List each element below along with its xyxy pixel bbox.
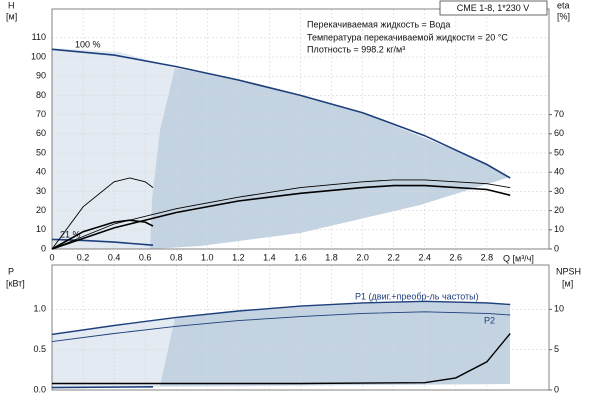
y-tick-label: 70 [36,109,46,119]
curve [51,300,511,336]
x-tick-label: 0.6 [139,252,152,262]
x-tick-label: 2.2 [387,252,400,262]
y-tick-label: 90 [36,71,46,81]
x-tick-label: 1.4 [263,252,276,262]
y-tick-label: 100 [31,51,46,61]
y-tick-label: 60 [36,128,46,138]
x-tick-label: 0.8 [170,252,183,262]
x-tick-label: 0.4 [108,252,121,262]
curve [51,177,154,250]
x-tick-label: 2.0 [356,252,369,262]
y2-tick-label: 70 [554,109,564,119]
y-tick-label: 40 [36,167,46,177]
shaded-area [160,301,510,386]
y-axis-unit: [м] [6,11,17,21]
curve [52,333,511,385]
x-tick-label: 2.6 [450,252,463,262]
y-tick-label: 80 [36,90,46,100]
x-tick-label: 1.8 [325,252,338,262]
y2-axis-unit: [%] [557,11,570,21]
curve [51,311,511,343]
y2-tick-label: 10 [554,224,564,234]
x-tick-label: 0 [49,252,54,262]
x-tick-label: 2.4 [418,252,431,262]
curve [51,386,154,389]
series-label: 100 % [75,39,101,49]
y2-axis-label: NPSH [556,266,581,276]
y-axis-label: H [8,0,15,10]
y2-tick-label: 5 [554,344,559,354]
y-tick-label: 0.5 [33,344,46,354]
plot-frame [51,264,550,391]
series-label: 21 % [60,229,81,239]
y2-tick-label: 0 [554,243,559,253]
plot-frame [51,8,550,250]
x-tick-label: 1.2 [232,252,245,262]
curve [51,179,511,250]
x-axis-label: Q [м³/ч] [503,253,534,263]
y2-tick-label: 10 [554,304,564,314]
y2-tick-label: 60 [554,128,564,138]
y-tick-label: 0.0 [33,384,46,394]
y-tick-label: 0 [41,243,46,253]
x-tick-label: 2.8 [481,252,494,262]
y-tick-label: 20 [36,205,46,215]
series-label: P2 [484,315,495,325]
y2-tick-label: 30 [554,186,564,196]
title-box [439,0,548,16]
y2-tick-label: 40 [554,167,564,177]
note: Плотность = 998.2 кг/м³ [307,44,405,54]
x-tick-label: 1.0 [201,252,214,262]
x-tick-label: 0.2 [77,252,90,262]
y-tick-label: 1.0 [33,304,46,314]
y-tick-label: 30 [36,186,46,196]
curve [51,219,154,250]
x-tick-label: 1.6 [294,252,307,262]
y2-tick-label: 20 [554,205,564,215]
y2-tick-label: 50 [554,147,564,157]
y-axis-label: P [8,266,14,276]
y-tick-label: 50 [36,147,46,157]
y-tick-label: 110 [32,32,46,42]
y2-axis-unit: [м] [562,278,573,288]
y-tick-label: 10 [36,224,46,234]
shaded-area [150,68,510,249]
y2-tick-label: 0 [554,384,559,394]
curve [51,184,511,250]
y2-axis-label: eta [557,0,570,10]
curve [51,48,511,179]
y-axis-unit: [кВт] [6,278,25,288]
note: Температура перекачиваемой жидкости = 20… [307,32,508,42]
series-label: P1 (двиг.+преобр-ль частоты) [355,291,479,301]
note: Перекачиваемая жидкость = Вода [307,19,450,29]
chart-title: CME 1-8, 1*230 V [457,3,530,13]
